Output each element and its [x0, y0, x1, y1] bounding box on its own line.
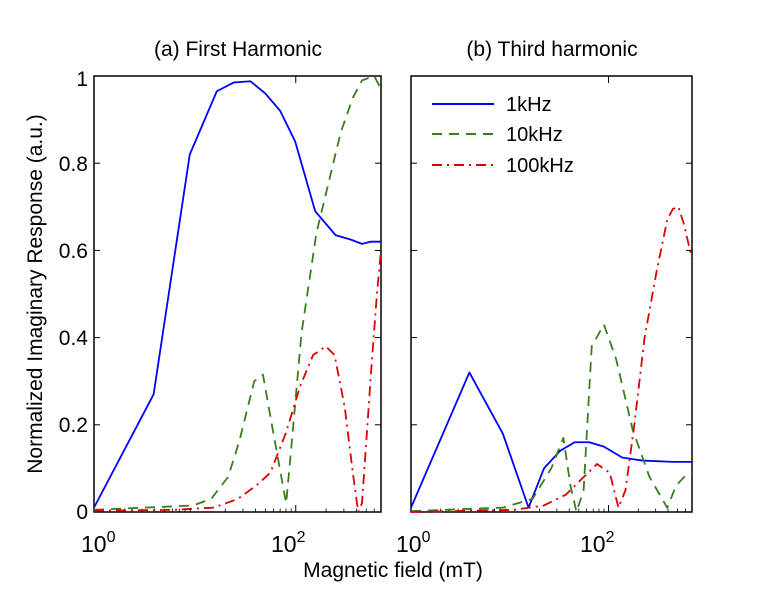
panel-a-x-tick-label-1: 100	[81, 529, 116, 557]
panel-a-x-tick-base-100: 10	[271, 531, 297, 557]
panel-a-x-tick-exp-1: 0	[107, 529, 116, 546]
panel-a-frame	[93, 75, 382, 513]
panel-a-series	[93, 75, 382, 513]
panel-b-x-tick-base-100: 10	[580, 531, 606, 557]
y-tick-label-0.8: 0.8	[59, 153, 88, 176]
panel-a-x-tick-base-1: 10	[81, 531, 107, 557]
panel-b-series	[410, 205, 693, 513]
x-axis-label: Magnetic field (mT)	[303, 559, 483, 582]
panel-a-x-tick-exp-100: 2	[297, 529, 306, 546]
panel-a: (a) First Harmonic 1 0.8 0.6 0.4 0.2 0 1…	[59, 38, 382, 557]
y-tick-label-0: 0	[76, 501, 88, 524]
panel-b-x-tick-exp-1: 0	[422, 529, 431, 546]
panel-a-x-tick-label-100: 102	[271, 529, 306, 557]
panel-b: (b) Third harmonic 100 102 1kHz 10kHz 10…	[396, 38, 693, 557]
y-axis-label: Normalized Imaginary Response (a.u.)	[24, 114, 47, 473]
y-tick-label-0.4: 0.4	[59, 327, 89, 350]
panel-b-series-1khz	[410, 371, 692, 509]
y-tick-label-1: 1	[76, 68, 88, 91]
y-tick-label-0.2: 0.2	[59, 414, 88, 437]
panel-b-series-100khz	[410, 205, 693, 513]
panel-b-x-tick-base-1: 10	[396, 531, 422, 557]
legend: 1kHz 10kHz 100kHz	[432, 94, 574, 177]
panel-b-title: (b) Third harmonic	[466, 38, 637, 61]
panel-b-ticks	[410, 75, 693, 513]
panel-b-x-tick-exp-100: 2	[606, 529, 615, 546]
legend-label-100khz: 100kHz	[506, 155, 574, 177]
panel-a-series-100khz	[93, 250, 382, 513]
panel-a-title: (a) First Harmonic	[154, 38, 322, 61]
panel-a-series-1khz	[93, 80, 381, 509]
legend-label-10khz: 10kHz	[506, 124, 563, 146]
panel-b-frame	[410, 75, 693, 513]
y-tick-label-0.6: 0.6	[59, 240, 88, 263]
panel-a-series-10khz	[93, 75, 382, 511]
legend-label-1khz: 1kHz	[506, 94, 552, 116]
panel-b-x-tick-label-1: 100	[396, 529, 431, 557]
panel-b-x-tick-label-100: 102	[580, 529, 615, 557]
panel-b-series-10khz	[410, 323, 693, 513]
